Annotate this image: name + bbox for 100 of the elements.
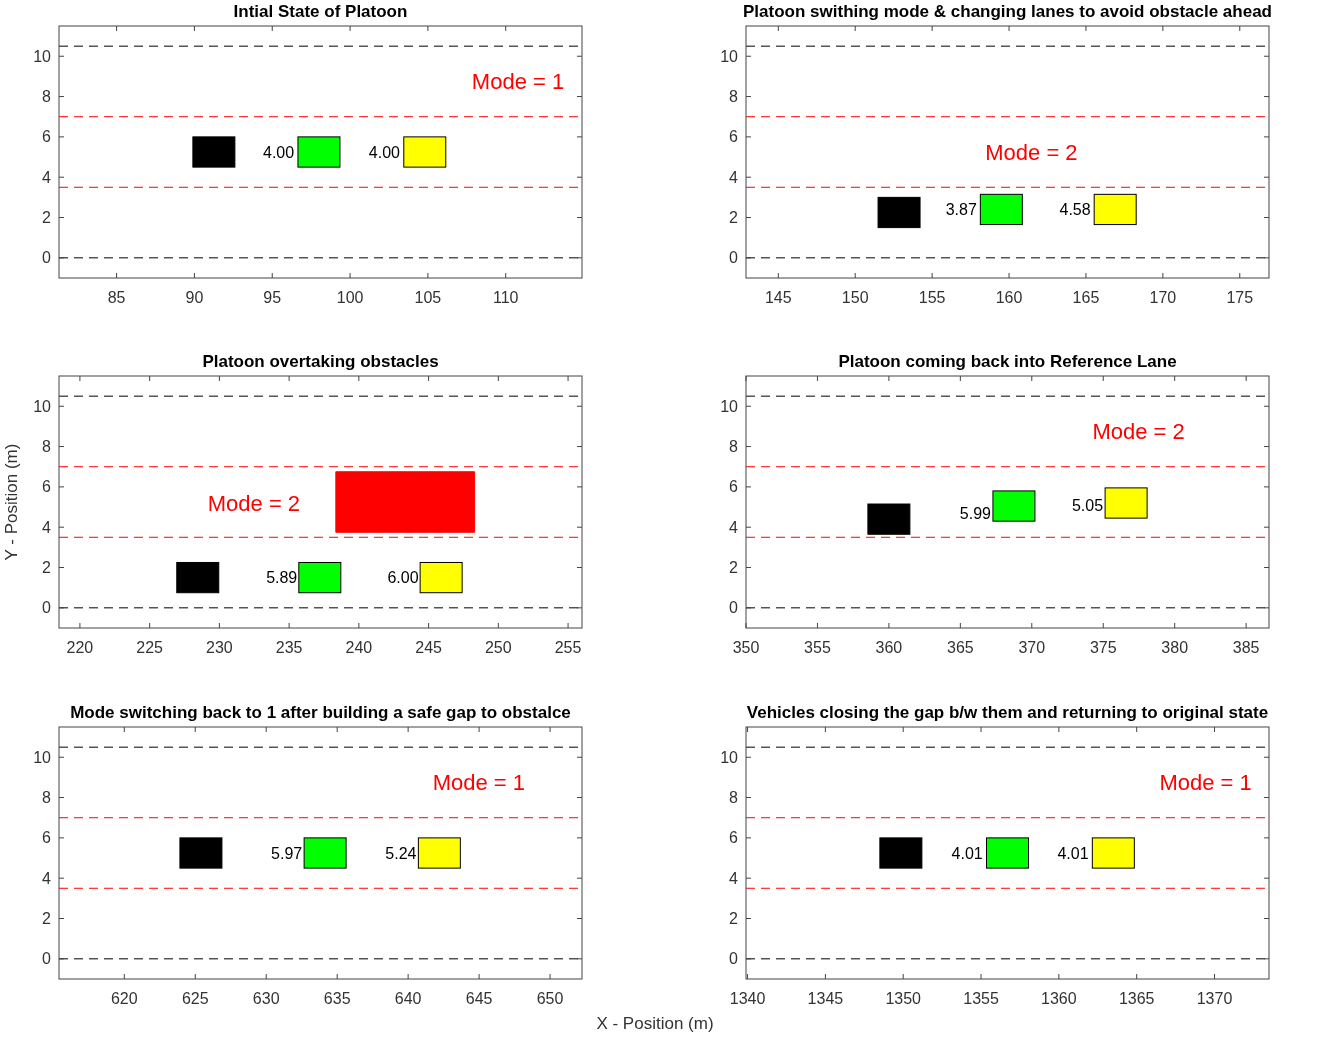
y-tick-label: 4	[42, 518, 52, 536]
x-tick-label: 1340	[729, 990, 766, 1007]
x-tick-label: 365	[946, 639, 974, 656]
bar	[867, 503, 911, 535]
x-tick-label: 170	[1149, 289, 1177, 306]
chart-title: Platoon swithing mode & changing lanes to avoid obstacle ahead	[743, 2, 1272, 21]
x-tick-label: 160	[995, 289, 1023, 306]
annotation: 4.01	[951, 844, 983, 862]
y-tick-label: 10	[33, 47, 52, 65]
y-tick-label: 6	[42, 478, 52, 496]
y-tick-label: 2	[729, 910, 739, 928]
y-tick-label: 2	[729, 559, 739, 577]
bar	[1104, 487, 1148, 519]
x-tick-label: 230	[206, 639, 233, 656]
x-tick-label: 225	[136, 639, 164, 656]
x-tick-label: 90	[185, 289, 204, 306]
x-tick-label: 250	[484, 639, 512, 656]
annotation: 4.00	[368, 143, 401, 161]
bar	[992, 490, 1036, 522]
x-tick-label: 1365	[1118, 990, 1155, 1007]
y-tick-label: 8	[42, 789, 52, 807]
y-tick-label: 4	[42, 168, 52, 186]
y-tick-label: 4	[729, 168, 739, 186]
annotation: Mode = 1	[1159, 770, 1252, 796]
annotation: Mode = 1	[471, 69, 565, 95]
x-tick-label: 240	[345, 639, 373, 656]
y-tick-label: 6	[42, 829, 52, 847]
annotation: Mode = 2	[1092, 419, 1185, 445]
x-axis-title: X - Position (m)	[596, 1014, 714, 1033]
x-tick-label: 620	[110, 990, 138, 1007]
y-tick-label: 6	[729, 829, 739, 847]
x-tick-label: 145	[764, 289, 792, 306]
x-tick-label: 155	[918, 289, 946, 306]
x-tick-label: 235	[275, 639, 303, 656]
x-tick-label: 355	[804, 639, 831, 656]
chart-title: Intial State of Platoon	[233, 2, 408, 21]
y-tick-label: 0	[42, 950, 52, 968]
y-tick-label: 8	[729, 88, 739, 106]
x-tick-label: 375	[1089, 639, 1117, 656]
annotation: 5.97	[271, 844, 303, 862]
y-tick-label: 4	[729, 518, 739, 536]
annotation: 4.01	[1057, 844, 1089, 862]
annotation: 4.00	[263, 143, 295, 161]
x-tick-label: 245	[415, 639, 443, 656]
annotation: 5.05	[1071, 496, 1104, 514]
annotation: 5.99	[959, 504, 992, 522]
x-tick-label: 110	[492, 289, 519, 306]
x-tick-label: 640	[394, 990, 422, 1007]
y-tick-label: 2	[42, 209, 52, 227]
x-tick-label: 105	[414, 289, 442, 306]
x-tick-label: 85	[107, 289, 126, 306]
x-tick-label: 220	[66, 639, 94, 656]
x-tick-label: 370	[1018, 639, 1046, 656]
x-tick-label: 645	[465, 990, 493, 1007]
annotation: 6.00	[387, 569, 419, 587]
annotation: 3.87	[945, 200, 977, 218]
y-tick-label: 0	[42, 249, 52, 267]
chart-title: Platoon coming back into Reference Lane	[838, 352, 1177, 371]
chart-title: Platoon overtaking obstacles	[202, 352, 439, 371]
annotation: 4.58	[1059, 200, 1091, 218]
x-tick-label: 630	[252, 990, 280, 1007]
x-tick-label: 380	[1161, 639, 1189, 656]
y-tick-label: 0	[42, 599, 52, 617]
x-tick-label: 1360	[1041, 990, 1077, 1007]
x-tick-label: 1350	[885, 990, 922, 1007]
x-tick-label: 100	[336, 289, 364, 306]
y-tick-label: 10	[33, 748, 52, 766]
annotation: Mode = 1	[432, 770, 525, 796]
y-tick-label: 10	[720, 397, 739, 415]
x-tick-label: 255	[554, 639, 582, 656]
y-tick-label: 6	[729, 128, 739, 146]
y-tick-label: 8	[729, 789, 739, 807]
x-tick-label: 360	[875, 639, 903, 656]
x-tick-label: 1345	[807, 990, 844, 1007]
y-tick-label: 0	[729, 950, 739, 968]
x-tick-label: 1370	[1196, 990, 1233, 1007]
chart-title: Vehicles closing the gap b/w them and returning to original state	[746, 703, 1269, 722]
y-tick-label: 4	[42, 869, 52, 887]
x-tick-label: 165	[1072, 289, 1100, 306]
x-tick-label: 150	[841, 289, 869, 306]
y-tick-label: 0	[729, 599, 739, 617]
annotation: Mode = 2	[207, 490, 301, 516]
chart-title: Mode switching back to 1 after building a safe gap to obstalce	[70, 703, 571, 722]
y-tick-label: 2	[729, 209, 739, 227]
y-axis-title: Y - Position (m)	[2, 443, 21, 561]
y-tick-label: 0	[729, 249, 739, 267]
x-tick-label: 650	[536, 990, 564, 1007]
y-tick-label: 4	[729, 869, 739, 887]
x-tick-label: 350	[732, 639, 760, 656]
y-tick-label: 10	[720, 47, 739, 65]
y-tick-label: 2	[42, 559, 52, 577]
y-tick-label: 2	[42, 910, 52, 928]
y-tick-label: 10	[33, 397, 52, 415]
annotation: 5.24	[385, 844, 417, 862]
annotation: Mode = 2	[985, 139, 1078, 165]
y-tick-label: 6	[729, 478, 739, 496]
x-tick-label: 385	[1232, 639, 1260, 656]
y-tick-label: 6	[42, 128, 52, 146]
y-tick-label: 8	[729, 438, 739, 456]
x-tick-label: 1355	[963, 990, 999, 1007]
